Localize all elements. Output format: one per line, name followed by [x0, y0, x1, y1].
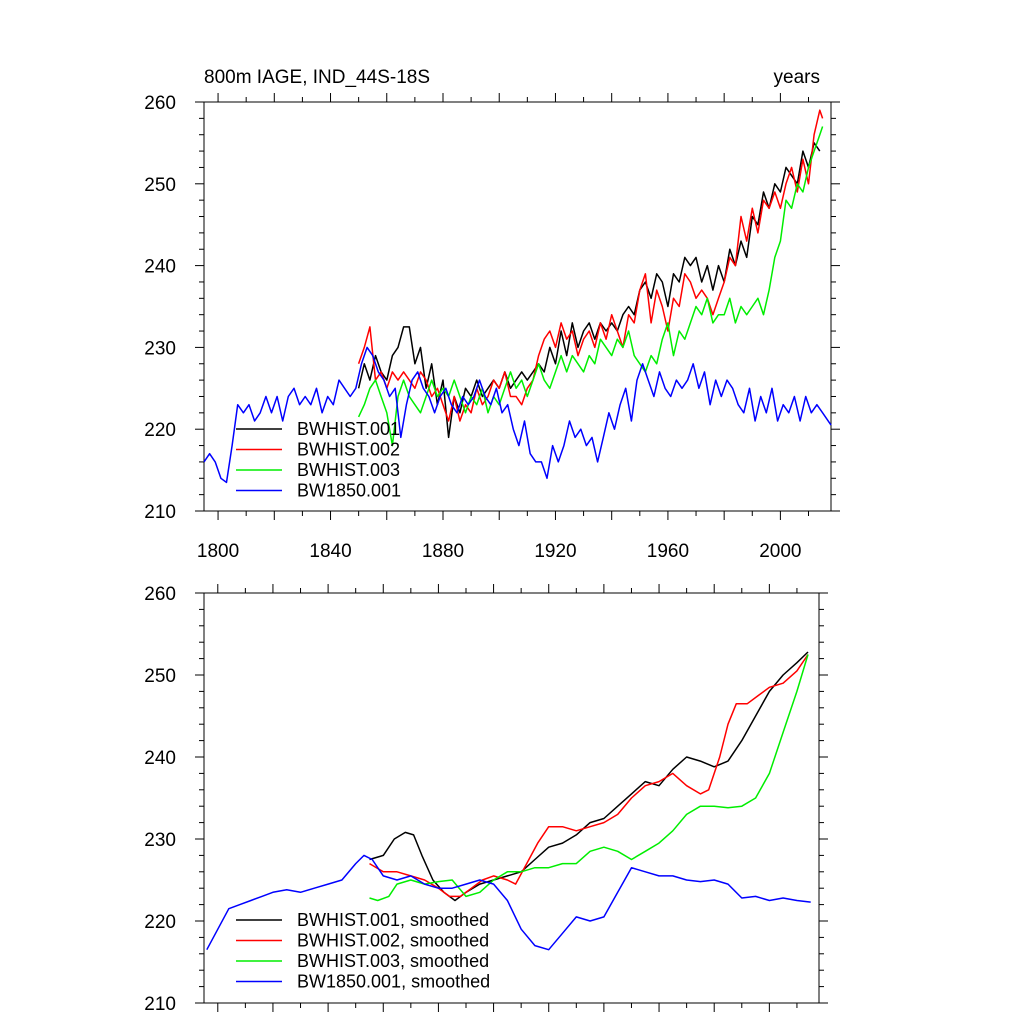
plot-frame: [203, 592, 820, 1004]
series-line: [357, 109, 824, 422]
series-layer: [203, 109, 832, 484]
x-tick-label: 1880: [422, 541, 464, 562]
legend-label: BWHIST.002, smoothed: [297, 931, 489, 951]
x-tick-label: 2000: [759, 541, 801, 562]
series-line: [369, 654, 809, 902]
legend-label: BWHIST.001, smoothed: [297, 910, 489, 930]
y-tick-label: 210: [144, 994, 176, 1015]
x-tick-label: 1920: [534, 541, 576, 562]
y-tick-label: 250: [144, 175, 176, 196]
x-tick-label: 1800: [197, 541, 239, 562]
legend-label: BWHIST.003: [297, 460, 400, 480]
series-line: [369, 651, 809, 902]
series-line: [357, 126, 824, 447]
series-line: [206, 854, 811, 951]
y-tick-label: 210: [144, 502, 176, 523]
y-tick-label: 260: [144, 584, 176, 605]
legend-label: BWHIST.001: [297, 419, 400, 439]
plot-frame: [203, 101, 832, 512]
x-tick-label: 1840: [309, 541, 351, 562]
y-tick-label: 250: [144, 666, 176, 687]
legend-label: BW1850.001, smoothed: [297, 972, 490, 992]
y-tick-label: 240: [144, 257, 176, 278]
y-tick-label: 240: [144, 748, 176, 769]
y-tick-label: 260: [144, 93, 176, 114]
chart-title: 800m IAGE, IND_44S-18S: [204, 67, 430, 88]
series-line: [203, 346, 832, 484]
legend-label: BW1850.001: [297, 481, 401, 501]
y-tick-label: 220: [144, 420, 176, 441]
x-tick-label: 1960: [647, 541, 689, 562]
top-panel: 800m IAGE, IND_44S-18S years 210 220 230 24…: [144, 67, 840, 562]
series-line: [369, 654, 809, 898]
series-layer: [206, 651, 811, 951]
legend-label: BWHIST.002: [297, 440, 400, 460]
y-tick-label: 220: [144, 912, 176, 933]
legend-label: BWHIST.003, smoothed: [297, 951, 489, 971]
axis-ticks: 210 220 230 240 250 260 1800 1840 1880 1920 1960 20…: [144, 93, 840, 562]
y-tick-label: 230: [144, 338, 176, 359]
axis-ticks: 210 220 230 240 250 260: [144, 584, 828, 1015]
units-label: years: [774, 67, 820, 88]
y-tick-label: 230: [144, 830, 176, 851]
